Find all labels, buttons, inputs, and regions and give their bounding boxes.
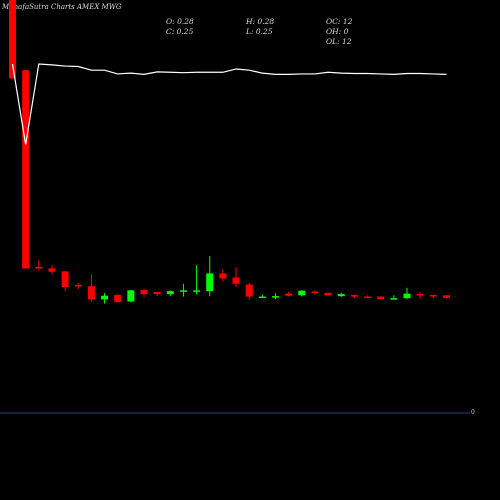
candle-17	[219, 269, 227, 282]
candle-body	[245, 284, 253, 297]
high-value: 0.28	[257, 17, 275, 26]
open-label: O:	[166, 17, 175, 26]
candle-body	[114, 294, 122, 302]
candle-19	[245, 282, 253, 300]
candle-body	[324, 292, 332, 296]
low-label: L:	[246, 27, 254, 36]
candle-body	[153, 291, 161, 295]
candle-body	[272, 296, 279, 298]
candle-body	[127, 290, 135, 302]
candle-26	[337, 292, 345, 297]
low-value: 0.25	[255, 27, 273, 36]
candle-body	[166, 291, 174, 295]
ol-value: 12	[342, 37, 352, 46]
candle-4	[48, 265, 56, 275]
candle-body	[74, 284, 82, 287]
candle-31	[403, 287, 411, 300]
candle-body	[61, 271, 69, 288]
candle-10	[127, 289, 135, 303]
candle-2	[22, 70, 30, 269]
candle-20	[258, 294, 266, 299]
oh-label: OH:	[326, 27, 342, 36]
candle-33	[429, 294, 437, 299]
candle-22	[285, 291, 293, 297]
candle-body	[87, 286, 95, 300]
candle-15	[193, 265, 201, 295]
candle-body	[364, 296, 372, 299]
candle-13	[166, 290, 174, 297]
candle-14	[179, 283, 187, 297]
close-value: 0.25	[176, 27, 194, 36]
candle-3	[35, 260, 43, 271]
candle-27	[350, 294, 358, 299]
oc-value: 12	[342, 17, 353, 26]
candle-body	[219, 273, 227, 279]
candle-body	[390, 298, 398, 300]
candle-16	[206, 256, 214, 297]
candle-body	[285, 293, 293, 296]
candle-30	[390, 295, 398, 300]
chart-title: MunafaSutra Charts AMEX MWG	[2, 3, 122, 11]
candle-32	[416, 292, 424, 299]
candle-body	[206, 273, 214, 292]
ol-readout: OL: 12	[326, 37, 352, 47]
candle-body	[258, 296, 266, 299]
candle-body	[311, 291, 319, 294]
candle-28	[364, 295, 372, 299]
oh-readout: OH: 0	[326, 27, 348, 37]
candle-body	[9, 0, 16, 79]
low-readout: L: 0.25	[246, 27, 273, 37]
candle-body	[298, 290, 306, 296]
candle-7	[87, 274, 95, 302]
candle-body	[22, 70, 30, 269]
overlay-line	[11, 63, 447, 145]
candle-11	[140, 289, 148, 298]
candle-34	[442, 295, 450, 299]
close-readout: C: 0.25	[166, 27, 193, 37]
candle-body	[101, 295, 109, 300]
candle-9	[114, 294, 122, 303]
candle-6	[74, 282, 82, 290]
axis-zero-label: 0	[471, 409, 475, 416]
candle-body	[337, 294, 345, 297]
candle-5	[61, 271, 69, 292]
ol-label: OL:	[326, 37, 340, 46]
candle-body	[35, 266, 43, 269]
open-value: 0.28	[177, 17, 194, 26]
candle-body	[377, 296, 385, 300]
candle-body	[350, 294, 358, 297]
candle-29	[377, 296, 385, 300]
candle-body	[416, 294, 424, 296]
open-readout: O: 0.28	[166, 17, 194, 27]
candle-body	[193, 290, 201, 292]
candle-25	[324, 292, 332, 296]
high-readout: H: 0.28	[246, 17, 274, 27]
candle-body	[179, 290, 187, 292]
candle-body	[429, 294, 437, 297]
high-label: H:	[246, 17, 256, 26]
candle-23	[298, 289, 306, 297]
oh-value: 0	[343, 27, 349, 36]
candle-body	[48, 268, 56, 272]
candle-24	[311, 290, 319, 295]
close-label: C:	[166, 27, 175, 36]
candle-12	[153, 291, 161, 297]
candle-21	[272, 293, 279, 300]
candle-body	[403, 293, 411, 299]
oc-readout: OC: 12	[326, 17, 352, 27]
oc-label: OC:	[326, 17, 341, 26]
candle-body	[232, 277, 240, 284]
candle-18	[232, 267, 240, 288]
candle-body	[140, 289, 148, 295]
candle-body	[442, 295, 450, 298]
candle-8	[101, 293, 109, 304]
